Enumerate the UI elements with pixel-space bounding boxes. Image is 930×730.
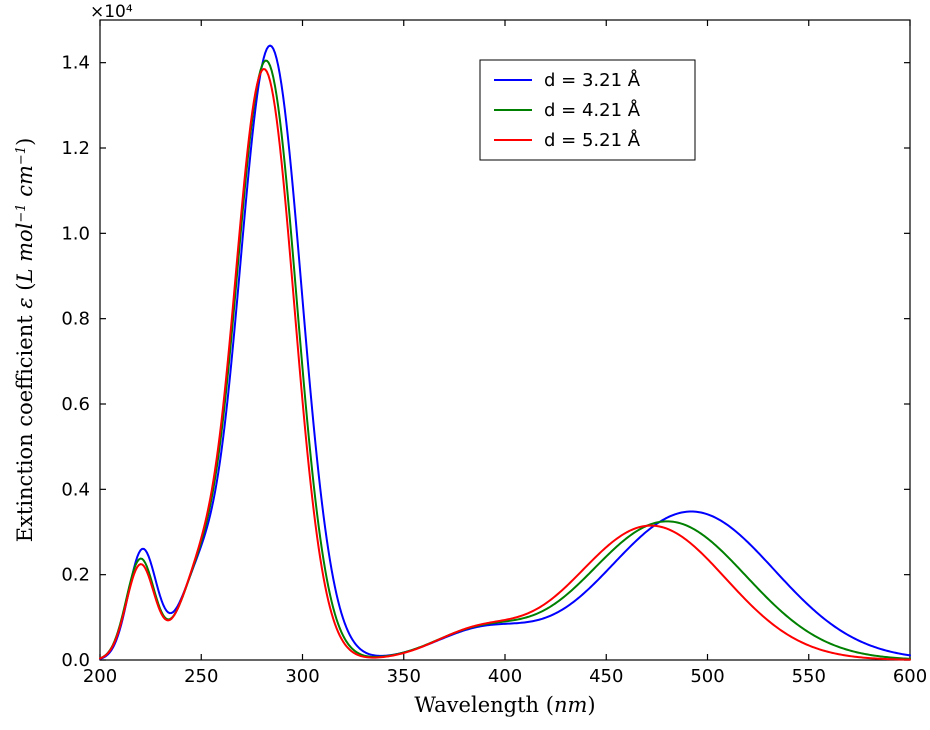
legend-label: d = 3.21 Å [544,69,641,91]
x-axis-label: Wavelength (nm) [414,693,595,717]
y-tick-label: 1.2 [61,138,90,159]
y-tick-label: 1.4 [61,53,90,74]
y-axis-exponent: ×10⁴ [90,2,133,22]
y-tick-label: 1.0 [61,223,90,244]
x-tick-label: 500 [690,666,724,687]
y-tick-label: 0.4 [61,479,90,500]
x-tick-label: 350 [387,666,421,687]
y-axis-label: Extinction coefficient ε (L mol−1 cm−1) [13,138,37,543]
y-tick-label: 0.0 [61,650,90,671]
legend-label: d = 4.21 Å [544,99,641,121]
x-tick-label: 450 [589,666,623,687]
x-tick-label: 550 [792,666,826,687]
absorption-spectrum-chart: 200250300350400450500550600 0.00.20.40.6… [0,0,930,730]
legend-label: d = 5.21 Å [544,129,641,151]
x-tick-label: 300 [285,666,319,687]
y-tick-label: 0.6 [61,394,90,415]
legend: d = 3.21 Å d = 4.21 Å d = 5.21 Å [480,60,695,160]
y-tick-label: 0.2 [61,565,90,586]
x-tick-label: 400 [488,666,522,687]
chart-container: 200250300350400450500550600 0.00.20.40.6… [0,0,930,730]
x-tick-label: 600 [893,666,927,687]
x-tick-label: 250 [184,666,218,687]
y-tick-label: 0.8 [61,309,90,330]
